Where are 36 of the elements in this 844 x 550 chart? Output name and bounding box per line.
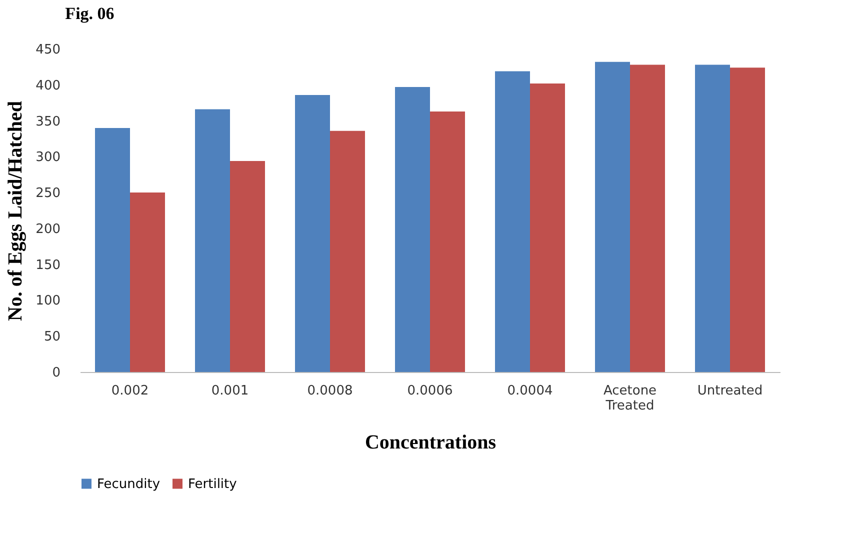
bar bbox=[95, 128, 130, 372]
y-tick-label: 350 bbox=[36, 114, 60, 130]
bar bbox=[495, 71, 530, 372]
x-tick-label: Acetone Treated bbox=[603, 384, 657, 414]
bar bbox=[330, 130, 365, 372]
y-tick-label: 400 bbox=[36, 78, 60, 94]
y-tick-label: 200 bbox=[36, 222, 60, 237]
bar bbox=[130, 192, 165, 372]
x-tick-label: 0.0004 bbox=[507, 384, 553, 398]
y-tick-label: 250 bbox=[36, 186, 60, 202]
y-tick-label: 150 bbox=[36, 258, 60, 273]
bar bbox=[595, 62, 630, 372]
x-tick-label: 0.0006 bbox=[407, 384, 453, 398]
bar bbox=[395, 87, 430, 372]
y-tick-label: 50 bbox=[44, 330, 60, 345]
y-tick-label: 300 bbox=[36, 150, 60, 166]
bar bbox=[530, 83, 565, 372]
y-tick-label: 0 bbox=[52, 366, 60, 380]
bar bbox=[730, 68, 765, 372]
bar bbox=[295, 94, 330, 372]
bar bbox=[195, 109, 230, 372]
y-tick-label: 450 bbox=[36, 42, 60, 58]
x-tick-label: 0.002 bbox=[111, 384, 149, 398]
bar bbox=[630, 64, 665, 372]
y-tick-label: 100 bbox=[36, 294, 60, 309]
bar bbox=[230, 160, 265, 372]
chart-title: Fig. 06 bbox=[65, 4, 114, 23]
bar bbox=[695, 64, 730, 372]
x-tick-label: Untreated bbox=[697, 384, 763, 398]
x-tick-label: 0.0008 bbox=[307, 384, 353, 398]
bar bbox=[430, 111, 465, 372]
legend-label: Fecundity bbox=[97, 476, 160, 492]
legend-label: Fertility bbox=[188, 476, 238, 492]
x-tick-label: 0.001 bbox=[211, 384, 249, 398]
y-axis-title: No. of Eggs Laid/Hatched bbox=[4, 100, 27, 322]
x-axis-title: Concentrations bbox=[364, 432, 496, 454]
